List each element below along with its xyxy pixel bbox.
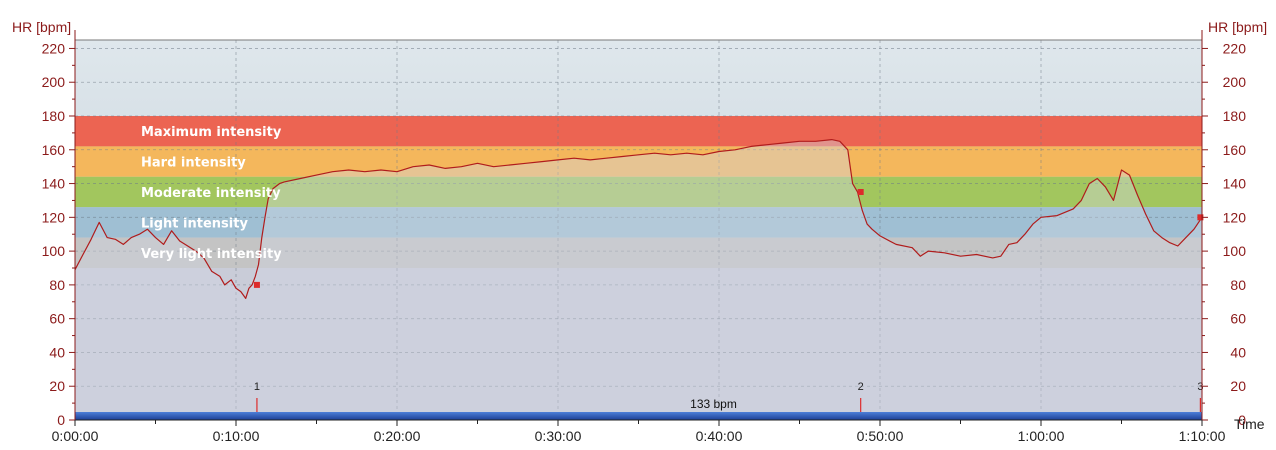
rest-zone — [75, 268, 1202, 420]
y-tick-label-right: 120 — [1223, 209, 1247, 225]
axes: 0 0 20 20 40 40 60 60 80 80 100 100 120 120 140 140 160 1… — [42, 30, 1247, 444]
y-tick-label-left: 180 — [42, 108, 66, 124]
y-tick-label-right: 20 — [1230, 378, 1246, 394]
y-tick-label-right: 40 — [1230, 344, 1246, 360]
y-tick-label-right: 220 — [1223, 40, 1247, 56]
y-axis-title-right: HR [bpm] — [1208, 19, 1267, 35]
x-tick-label: 1:10:00 — [1179, 428, 1226, 444]
y-tick-label-right: 100 — [1223, 243, 1247, 259]
lap-markers: 1 2 3 — [253, 189, 1204, 412]
lap-number-2: 2 — [858, 381, 864, 393]
zone-label-1: Hard intensity — [141, 156, 246, 171]
y-tick-label-left: 80 — [49, 277, 65, 293]
y-tick-label-left: 220 — [42, 40, 66, 56]
x-tick-label: 0:00:00 — [52, 428, 99, 444]
lap-point-1 — [253, 281, 260, 288]
zone-label-4: Very light intensity — [141, 247, 282, 262]
y-tick-label-right: 160 — [1223, 142, 1247, 158]
y-tick-label-right: 0 — [1238, 412, 1246, 428]
x-tick-label: 0:10:00 — [213, 428, 260, 444]
x-tick-label: 0:50:00 — [857, 428, 904, 444]
y-tick-label-right: 60 — [1230, 311, 1246, 327]
zone-label-2: Moderate intensity — [141, 186, 281, 201]
zone-labels: Maximum intensity Hard intensity Moderate … — [141, 125, 282, 262]
hr-area-shade — [75, 139, 1202, 420]
zone-band-1 — [75, 146, 1202, 177]
zone-band-2 — [75, 176, 1202, 208]
zone-label-3: Light intensity — [141, 216, 248, 231]
hr-area — [75, 139, 1202, 420]
x-tick-label: 0:20:00 — [374, 428, 421, 444]
zone-band-0 — [75, 116, 1202, 147]
y-tick-label-left: 140 — [42, 176, 66, 192]
y-tick-label-left: 100 — [42, 243, 66, 259]
gridlines — [75, 40, 1202, 420]
y-tick-label-left: 200 — [42, 74, 66, 90]
lap-point-3 — [1197, 214, 1204, 221]
y-tick-label-left: 160 — [42, 142, 66, 158]
zone-label-0: Maximum intensity — [141, 125, 282, 140]
hr-line — [74, 139, 1203, 299]
y-tick-label-right: 80 — [1230, 277, 1246, 293]
x-tick-label: 1:00:00 — [1018, 428, 1065, 444]
y-tick-label-right: 200 — [1223, 74, 1247, 90]
y-axis-title-left: HR [bpm] — [12, 19, 71, 35]
average-label: 133 bpm — [690, 397, 737, 411]
lap-number-3: 3 — [1197, 381, 1203, 393]
y-tick-label-right: 180 — [1223, 108, 1247, 124]
y-tick-label-left: 0 — [57, 412, 65, 428]
y-tick-label-left: 40 — [49, 344, 65, 360]
x-tick-label: 0:40:00 — [696, 428, 743, 444]
y-tick-label-left: 60 — [49, 311, 65, 327]
lap-point-2 — [857, 189, 864, 195]
y-tick-label-left: 120 — [42, 209, 66, 225]
lap-number-1: 1 — [254, 381, 260, 393]
intensity-zones — [75, 116, 1202, 268]
x-axis-title: Time — [1234, 416, 1265, 432]
y-tick-label-left: 20 — [49, 378, 65, 394]
average-bar — [75, 412, 1202, 420]
heart-rate-series: 133 bpm — [74, 139, 1203, 420]
x-tick-label: 0:30:00 — [535, 428, 582, 444]
y-tick-label-right: 140 — [1223, 176, 1247, 192]
